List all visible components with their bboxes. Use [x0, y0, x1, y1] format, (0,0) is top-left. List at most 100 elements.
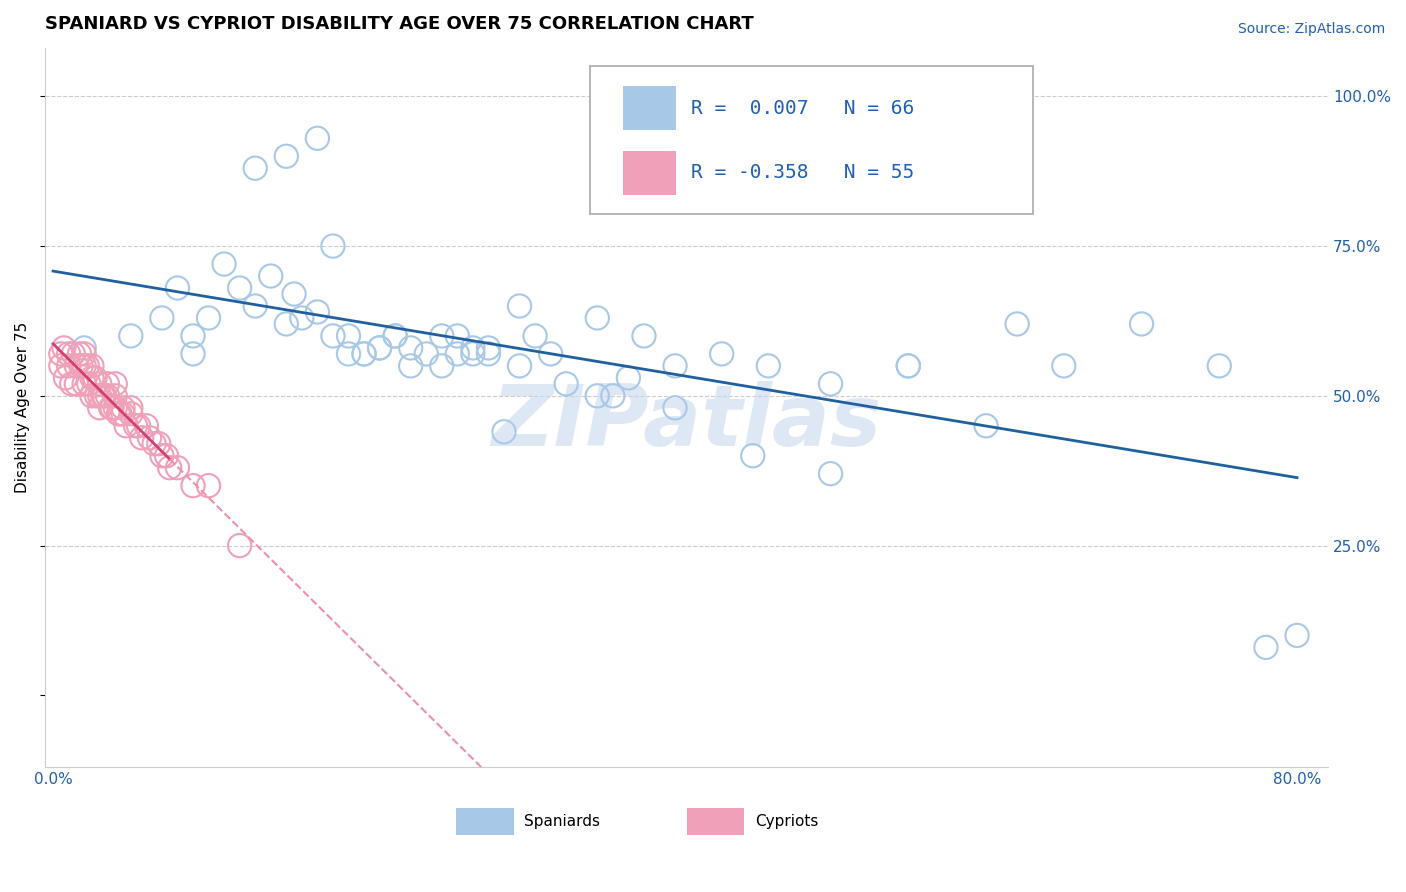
Point: [415, 347, 437, 361]
Point: [477, 341, 499, 355]
Point: [89, 389, 111, 403]
Point: [138, 431, 160, 445]
Point: [540, 347, 562, 361]
Point: [664, 359, 686, 373]
Point: [181, 347, 204, 361]
Point: [245, 299, 267, 313]
Point: [228, 539, 250, 553]
Point: [104, 376, 127, 391]
Point: [260, 268, 283, 283]
Point: [73, 376, 96, 391]
Bar: [686, 808, 744, 836]
Point: [710, 347, 733, 361]
Point: [446, 347, 468, 361]
Point: [509, 359, 531, 373]
Point: [115, 418, 138, 433]
Point: [509, 299, 531, 313]
Point: [633, 329, 655, 343]
Point: [897, 359, 920, 373]
Point: [353, 347, 375, 361]
Point: [181, 478, 204, 492]
Point: [65, 376, 87, 391]
Point: [283, 287, 305, 301]
Point: [112, 407, 135, 421]
Point: [89, 376, 111, 391]
Point: [586, 389, 609, 403]
Point: [461, 341, 484, 355]
Point: [322, 239, 344, 253]
Point: [384, 329, 406, 343]
Point: [96, 389, 118, 403]
Text: R =  0.007   N = 66: R = 0.007 N = 66: [690, 99, 914, 118]
Point: [368, 341, 391, 355]
Point: [307, 131, 329, 145]
Point: [1254, 640, 1277, 655]
Point: [128, 418, 150, 433]
Text: ZIPatlas: ZIPatlas: [492, 381, 882, 464]
Point: [368, 341, 391, 355]
Point: [212, 257, 235, 271]
Point: [58, 359, 80, 373]
Point: [148, 436, 170, 450]
Point: [52, 341, 75, 355]
Point: [150, 310, 173, 325]
Point: [150, 449, 173, 463]
Point: [73, 347, 96, 361]
Point: [430, 359, 453, 373]
Point: [228, 281, 250, 295]
Point: [197, 310, 219, 325]
Point: [384, 329, 406, 343]
Point: [245, 161, 267, 176]
Point: [399, 341, 422, 355]
Point: [1005, 317, 1028, 331]
Point: [69, 347, 91, 361]
Point: [62, 347, 84, 361]
Point: [120, 401, 142, 415]
Point: [477, 347, 499, 361]
Point: [430, 329, 453, 343]
Point: [461, 347, 484, 361]
Point: [307, 305, 329, 319]
Point: [91, 389, 114, 403]
Point: [974, 418, 997, 433]
Point: [159, 460, 181, 475]
Point: [104, 401, 127, 415]
Point: [756, 359, 779, 373]
Point: [1130, 317, 1153, 331]
Point: [104, 389, 127, 403]
Point: [55, 371, 77, 385]
Point: [80, 389, 103, 403]
Point: [602, 389, 624, 403]
Point: [107, 407, 129, 421]
Text: Source: ZipAtlas.com: Source: ZipAtlas.com: [1237, 22, 1385, 37]
Point: [276, 317, 298, 331]
Point: [353, 347, 375, 361]
Point: [617, 371, 640, 385]
Point: [49, 347, 72, 361]
Point: [86, 389, 108, 403]
Point: [120, 329, 142, 343]
Point: [80, 371, 103, 385]
Point: [322, 329, 344, 343]
Point: [131, 431, 153, 445]
Point: [49, 359, 72, 373]
Point: [897, 359, 920, 373]
Point: [337, 329, 360, 343]
Bar: [456, 808, 513, 836]
Text: SPANIARD VS CYPRIOT DISABILITY AGE OVER 75 CORRELATION CHART: SPANIARD VS CYPRIOT DISABILITY AGE OVER …: [45, 15, 754, 33]
Text: Spaniards: Spaniards: [524, 814, 600, 829]
Point: [181, 329, 204, 343]
Point: [93, 389, 115, 403]
Point: [337, 347, 360, 361]
Point: [492, 425, 515, 439]
Point: [586, 310, 609, 325]
Point: [73, 341, 96, 355]
Point: [76, 359, 98, 373]
Point: [555, 376, 578, 391]
Point: [96, 376, 118, 391]
Y-axis label: Disability Age Over 75: Disability Age Over 75: [15, 322, 30, 493]
Point: [80, 359, 103, 373]
Point: [166, 281, 188, 295]
Point: [291, 310, 314, 325]
Point: [664, 401, 686, 415]
